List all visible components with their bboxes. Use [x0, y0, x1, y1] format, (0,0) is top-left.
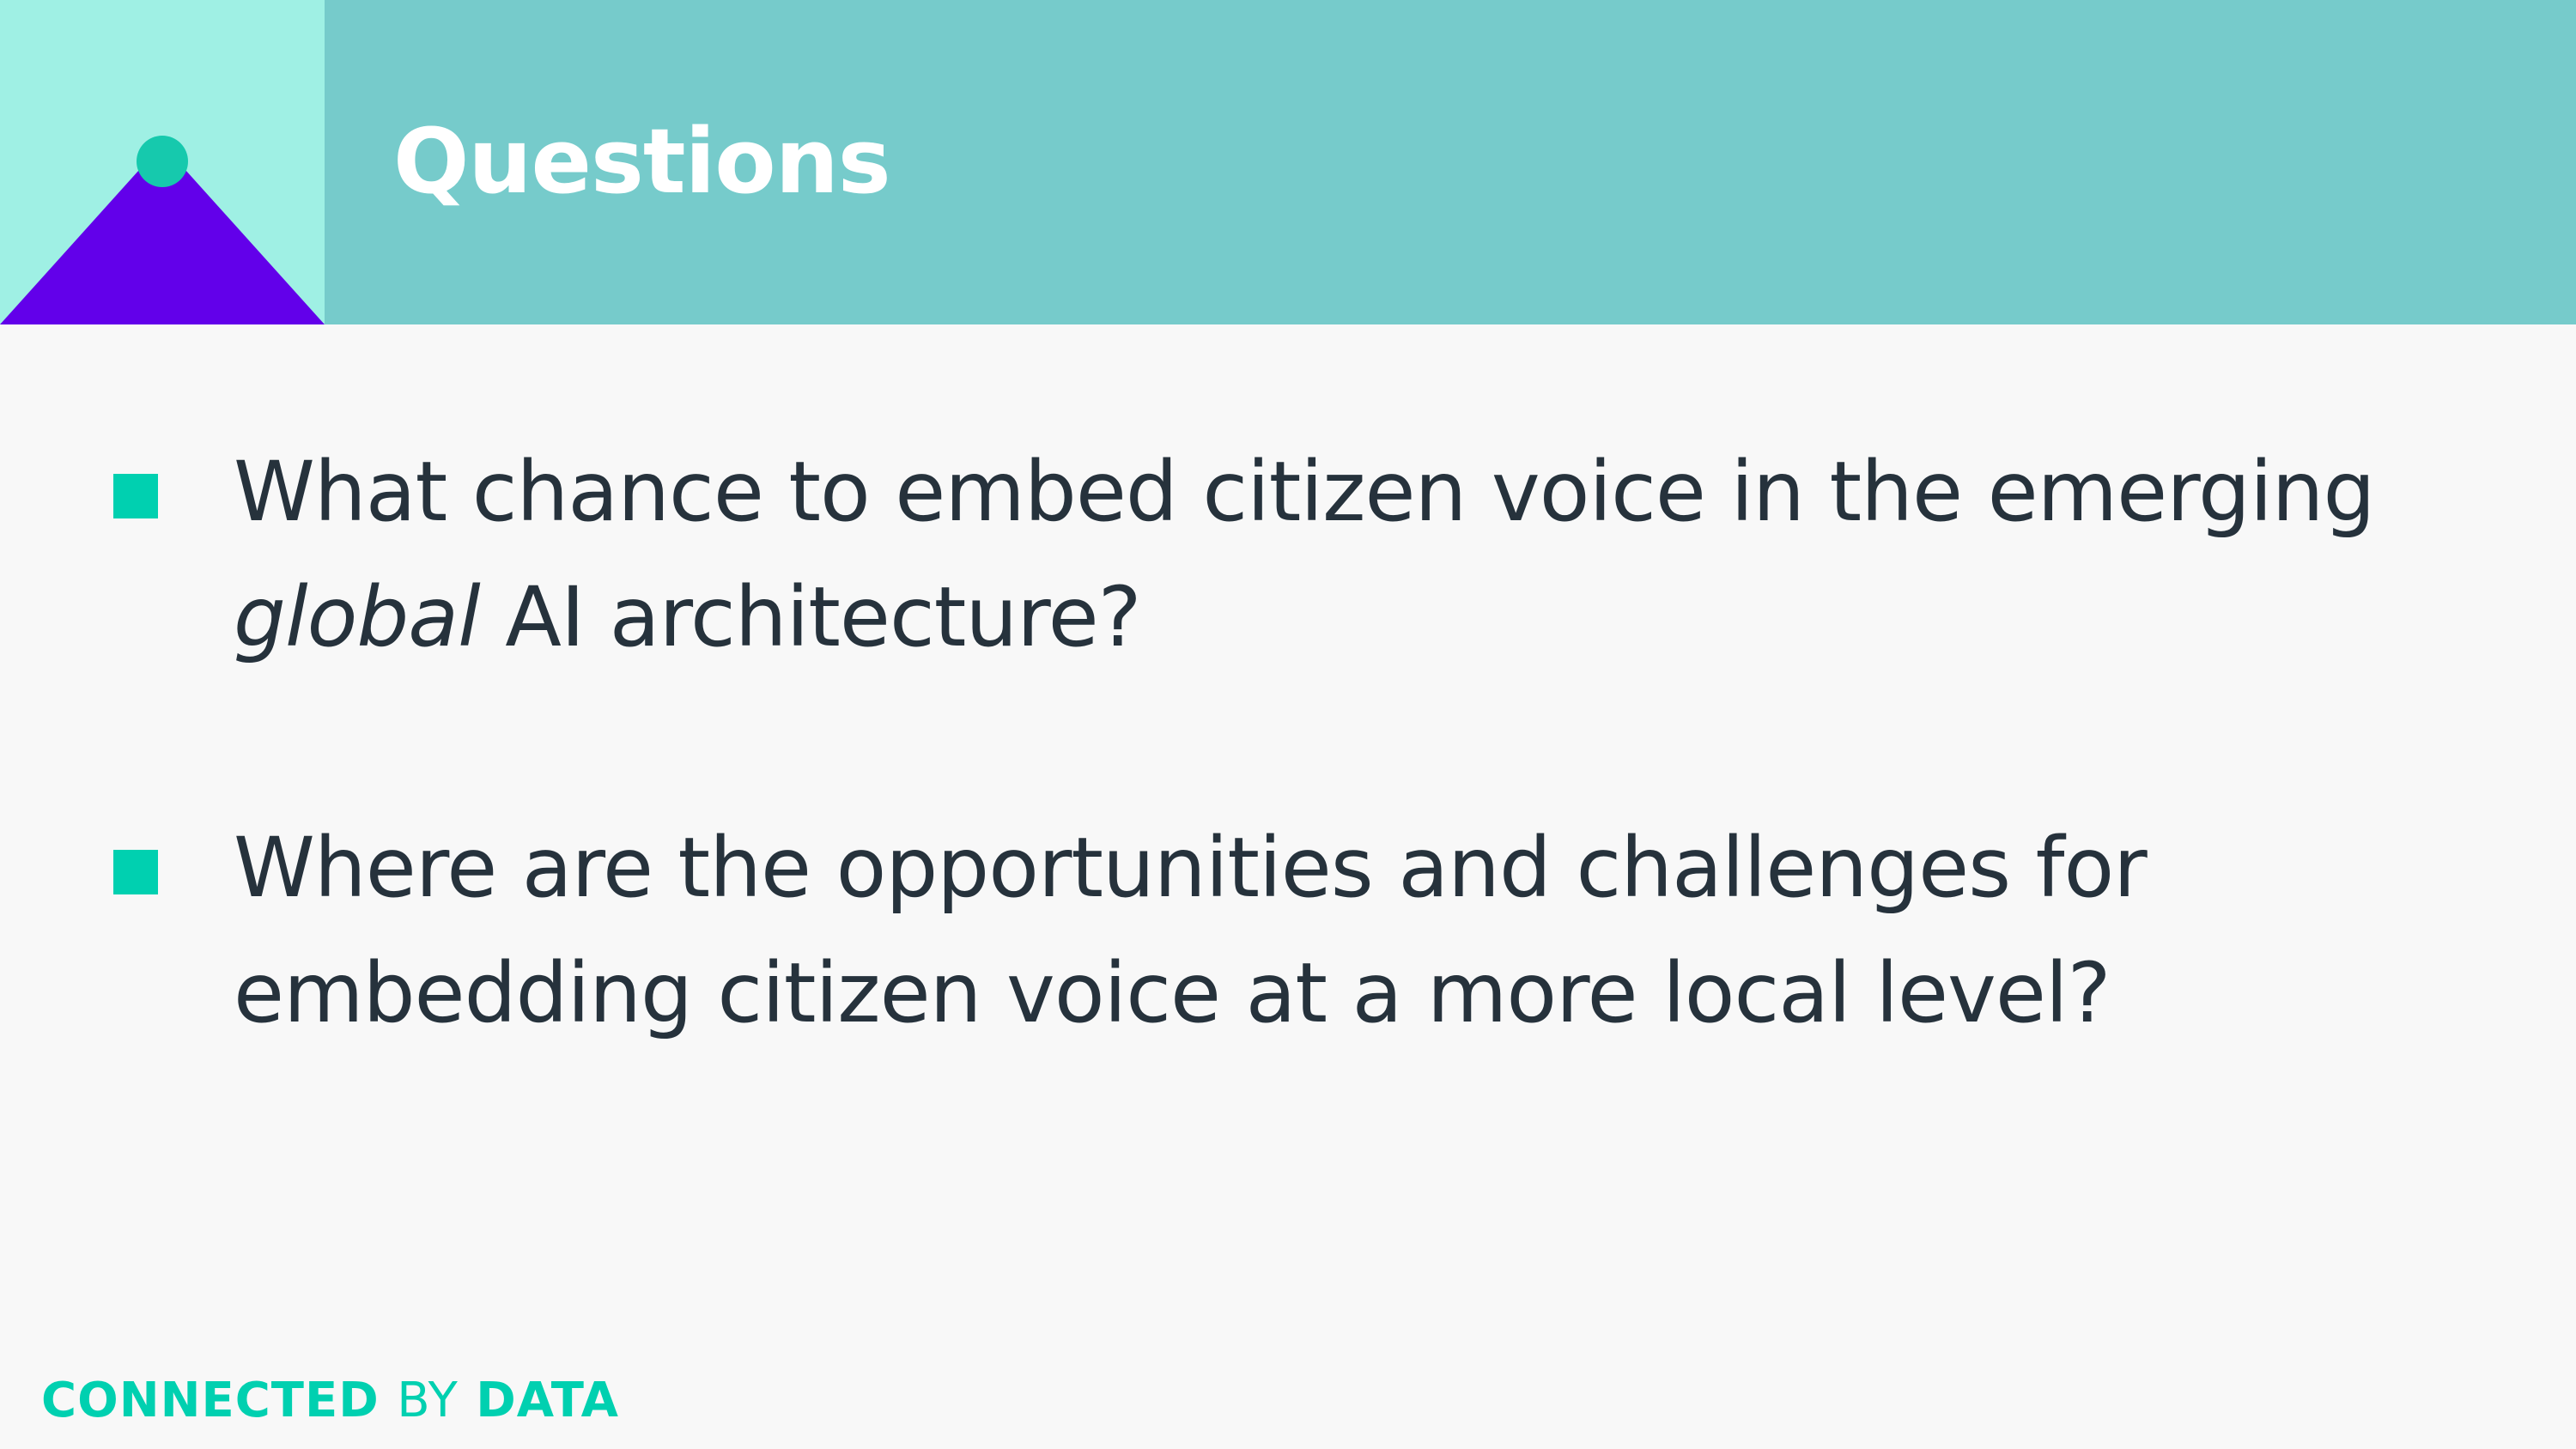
bullet-text-segment: Where are the opportunities and challeng… [234, 820, 2148, 1041]
header-band [0, 0, 2576, 324]
square-bullet-icon [113, 474, 158, 518]
logo-triangle [0, 144, 325, 324]
logo-dot [137, 136, 188, 187]
bullet-text-segment: What chance to embed citizen voice in th… [234, 444, 2375, 540]
footer-brand-part1: CONNECTED [41, 1373, 380, 1428]
bullet-text-segment: AI architecture? [479, 569, 1141, 665]
bullet-list: What chance to embed citizen voice in th… [112, 429, 2430, 1181]
bullet-item: Where are the opportunities and challeng… [112, 805, 2430, 1056]
footer-brand-part3: DATA [476, 1373, 619, 1428]
square-bullet-icon [113, 850, 158, 894]
bullet-text-italic: global [234, 569, 481, 665]
bullet-item: What chance to embed citizen voice in th… [112, 429, 2430, 680]
corner-logo [0, 0, 325, 324]
slide-title: Questions [393, 109, 891, 214]
footer-brand-part2: BY [397, 1373, 459, 1428]
footer-brand-logo: CONNECTED BY DATA [41, 1373, 619, 1428]
triangle-with-dot-icon [0, 136, 325, 324]
bullet-text: Where are the opportunities and challeng… [234, 820, 2148, 1041]
bullet-text: What chance to embed citizen voice in th… [234, 444, 2375, 665]
